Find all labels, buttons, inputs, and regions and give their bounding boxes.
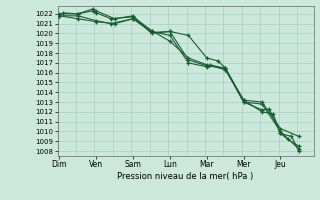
X-axis label: Pression niveau de la mer( hPa ): Pression niveau de la mer( hPa ) [117,172,254,181]
